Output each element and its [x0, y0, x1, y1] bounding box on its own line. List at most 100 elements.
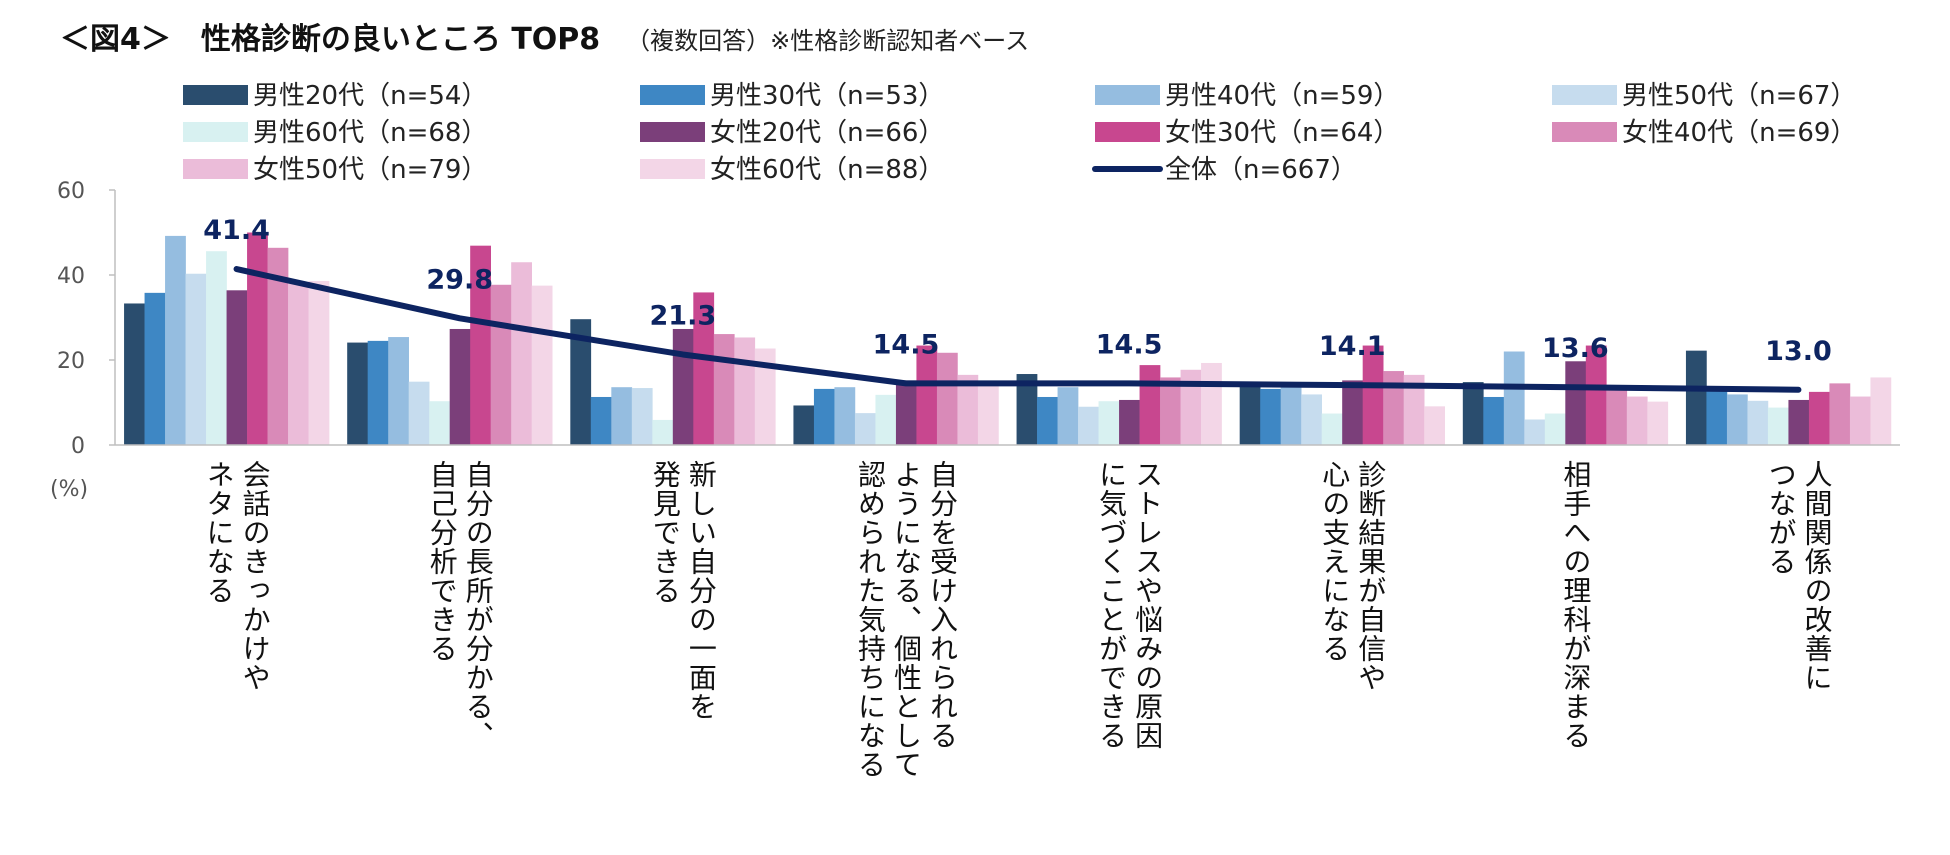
data-label: 14.5 — [873, 329, 940, 360]
bar — [1260, 388, 1281, 445]
chart-title: ＜図4＞ 性格診断の良いところ TOP8 — [60, 22, 601, 57]
bar — [206, 251, 227, 445]
y-tick-label: 40 — [57, 264, 85, 289]
x-category-label: ストレスや悩みの原因 に気づくことができる — [1095, 460, 1165, 750]
bar — [875, 394, 897, 445]
bar — [1180, 369, 1202, 445]
bar — [813, 388, 835, 445]
bar — [1016, 374, 1038, 445]
bar — [267, 247, 289, 445]
legend-swatch — [183, 122, 248, 142]
bar — [288, 283, 309, 445]
bar — [1503, 351, 1525, 445]
bar — [1239, 382, 1261, 445]
bar — [734, 337, 756, 445]
legend-swatch — [183, 85, 248, 105]
bar — [531, 285, 553, 445]
data-label: 14.5 — [1096, 329, 1163, 360]
legend-swatch — [1552, 85, 1617, 105]
bar — [429, 401, 450, 445]
bar — [1870, 377, 1892, 445]
y-tick-label: 20 — [57, 349, 85, 374]
bar — [1301, 394, 1322, 445]
bar — [1747, 400, 1769, 445]
bar — [388, 337, 409, 445]
legend-label: 男性50代（n=67） — [1622, 81, 1856, 111]
bar — [1606, 389, 1628, 445]
bar — [367, 340, 389, 445]
bar — [1647, 401, 1669, 445]
bar — [1706, 388, 1728, 445]
legend-label: 男性40代（n=59） — [1165, 81, 1399, 111]
bar — [1726, 394, 1748, 445]
y-tick-label: 0 — [71, 434, 85, 459]
bar — [347, 342, 368, 445]
legend-label: 全体（n=667） — [1165, 155, 1357, 185]
bar — [226, 290, 248, 445]
bar — [1524, 419, 1546, 445]
bar — [144, 292, 166, 445]
legend-swatch — [1552, 122, 1617, 142]
legend-label: 男性60代（n=68） — [253, 118, 487, 148]
bar — [1808, 391, 1830, 445]
bar — [1201, 362, 1222, 445]
bar — [713, 334, 735, 445]
bar — [1788, 399, 1810, 445]
bar — [1849, 396, 1871, 445]
bar — [165, 235, 186, 445]
bar — [977, 382, 999, 445]
legend-label: 男性30代（n=53） — [710, 81, 944, 111]
bar — [1280, 387, 1302, 445]
x-category-label: 自分を受け入れられる ようになる、個性として 認められた気持ちになる — [853, 460, 959, 779]
bar — [693, 292, 715, 445]
legend-swatch — [640, 122, 705, 142]
title-row: ＜図4＞ 性格診断の良いところ TOP8 （複数回答）※性格診断認知者ベース — [60, 14, 1029, 60]
legend-swatch — [640, 85, 705, 105]
bar — [1767, 407, 1789, 445]
bar — [854, 413, 876, 445]
bar — [185, 273, 207, 445]
bar — [1483, 396, 1505, 445]
bar — [1424, 406, 1445, 445]
legend-swatch — [640, 159, 705, 179]
legend-swatch — [1095, 122, 1160, 142]
bar — [1362, 345, 1384, 445]
bar — [1037, 396, 1058, 445]
legend-label: 女性20代（n=66） — [710, 118, 944, 148]
legend-label: 女性60代（n=88） — [710, 155, 944, 185]
y-axis-unit: (%) — [50, 477, 88, 502]
bar — [570, 319, 592, 445]
bar — [124, 303, 145, 445]
bar — [1119, 399, 1140, 445]
bar — [1098, 401, 1120, 445]
bar — [957, 374, 979, 445]
legend-label: 男性20代（n=54） — [253, 81, 487, 111]
bar — [590, 396, 612, 445]
bar — [1403, 374, 1425, 445]
x-category-label: 相手への理科が深まる — [1559, 460, 1593, 750]
bar — [1626, 396, 1648, 445]
bar — [1057, 387, 1079, 445]
bar — [1078, 406, 1099, 445]
bar — [916, 345, 938, 445]
bar — [490, 284, 512, 445]
legend-label: 女性50代（n=79） — [253, 155, 487, 185]
x-category-label: 自分の長所が分かる、 自己分析できる — [425, 460, 495, 750]
bar — [936, 352, 958, 445]
bar — [470, 245, 491, 445]
bar — [793, 405, 815, 445]
bar — [895, 380, 917, 445]
bar — [1585, 345, 1607, 445]
bar — [1829, 383, 1851, 445]
data-label: 14.1 — [1319, 331, 1386, 362]
data-label: 21.3 — [650, 300, 717, 331]
bar — [1321, 413, 1343, 445]
x-category-label: 診断結果が自信や 心の支えになる — [1318, 460, 1388, 692]
bar — [1342, 380, 1363, 445]
bar — [652, 419, 674, 445]
data-label: 29.8 — [426, 264, 493, 295]
overall-line — [233, 266, 1802, 393]
y-tick-label: 60 — [57, 179, 85, 204]
bar — [1383, 371, 1404, 445]
bar — [408, 381, 430, 445]
